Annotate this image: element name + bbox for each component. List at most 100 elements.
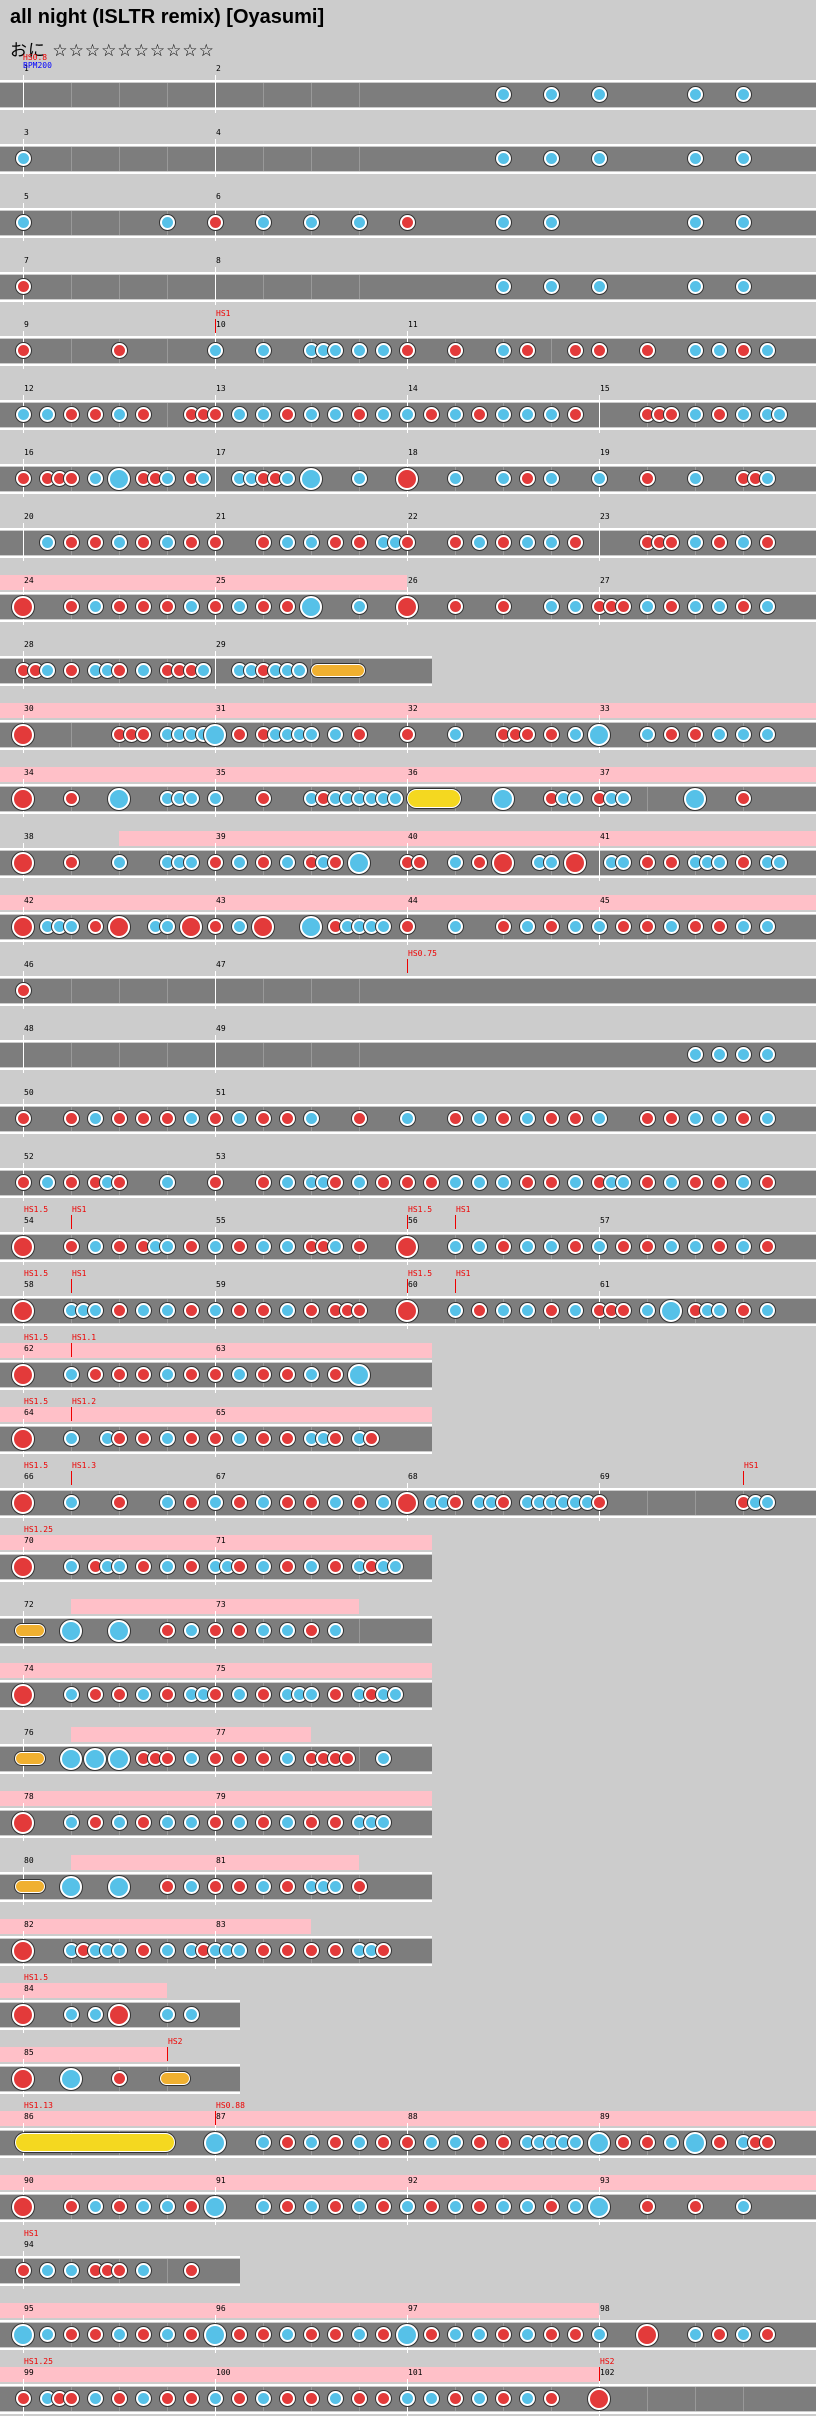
don-big-note [12,788,34,810]
ka-note [687,407,703,422]
ka-note [543,535,559,550]
don-note [111,1111,127,1126]
event-marker [71,1279,72,1293]
ka-note [255,2135,271,2150]
measure-line [215,971,216,1009]
measure-number: 2 [216,64,221,73]
event-marker [215,319,216,333]
lane-border [0,1488,816,1490]
measure-number: 41 [600,832,610,841]
don-note [375,2327,391,2342]
ka-note [291,663,307,678]
measure-number: 49 [216,1024,226,1033]
measure-number: 6 [216,192,221,201]
scroll-speed-label: HS1 [72,1205,87,1214]
ka-note [447,919,463,934]
don-note [495,599,511,614]
don-note [87,1367,103,1382]
gogo-section [0,2303,599,2318]
don-note [567,1111,583,1126]
lane-border [0,976,816,978]
don-note [87,2327,103,2342]
measure-number: 17 [216,448,226,457]
ka-note [183,599,199,614]
ka-big-note [60,1876,82,1898]
don-note [591,1495,607,1510]
lane-border [0,300,816,302]
measure-number: 77 [216,1728,226,1737]
don-note [111,1431,127,1446]
lane-border [0,1964,432,1966]
don-note [639,343,655,358]
beat-line [311,147,312,171]
measure-number: 70 [24,1536,34,1545]
don-note [207,1367,223,1382]
don-note [231,1751,247,1766]
don-big-note [12,916,34,938]
measure-number: 66 [24,1472,34,1481]
lane-border [0,336,816,338]
ka-big-note [588,724,610,746]
ka-note [207,1495,223,1510]
scroll-speed-label: BPM200 [23,61,52,70]
ka-note [543,279,559,294]
scroll-speed-label: HS1 [456,1269,471,1278]
ka-note [495,279,511,294]
chart-row: 84 HS1.5 [0,1973,240,2033]
measure-number: 42 [24,896,34,905]
lane-border [0,1068,816,1070]
don-note [231,1495,247,1510]
ka-note [495,1303,511,1318]
lane-border [0,748,816,750]
don-note [663,1111,679,1126]
don-note [159,1687,175,1702]
ka-note [63,1687,79,1702]
don-note [639,919,655,934]
ka-note [135,2391,151,2406]
don-note [327,2327,343,2342]
chart-row: 34 35 36 37 [0,767,816,817]
beat-line [551,339,552,363]
don-note [159,599,175,614]
don-note [711,1175,727,1190]
measure-number: 89 [600,2112,610,2121]
don-note [375,1175,391,1190]
scroll-speed-label: HS1 [456,1205,471,1214]
ka-note [687,87,703,102]
measure-number: 25 [216,576,226,585]
chart-row: 72 73 [0,1599,432,1649]
don-note [663,727,679,742]
don-note [207,535,223,550]
don-note [687,919,703,934]
ka-note [615,1175,631,1190]
don-big-note [396,1300,418,1322]
ka-note [303,2135,319,2150]
ka-note [327,2391,343,2406]
ka-note [231,855,247,870]
don-note [711,535,727,550]
ka-big-note [60,1748,82,1770]
measure-number: 5 [24,192,29,201]
lane-border [0,1360,432,1362]
don-note [255,791,271,806]
beat-line [119,275,120,299]
ka-note [423,2135,439,2150]
ka-note [231,1431,247,1446]
ka-note [711,1303,727,1318]
measure-number: 9 [24,320,29,329]
lane-border [0,1260,816,1262]
beat-line [71,147,72,171]
don-note [207,1111,223,1126]
don-note [111,663,127,678]
measure-number: 40 [408,832,418,841]
don-note [15,2391,31,2406]
don-note [255,1175,271,1190]
don-big-note [636,2324,658,2346]
ka-note [687,1047,703,1062]
ka-note [63,1367,79,1382]
don-note [135,1815,151,1830]
scroll-speed-label: HS1.5 [24,1205,49,1214]
chart-row: 30 31 32 33 [0,703,816,753]
chart-row: 20 21 22 23 [0,512,816,561]
lane-border [0,2192,816,2194]
